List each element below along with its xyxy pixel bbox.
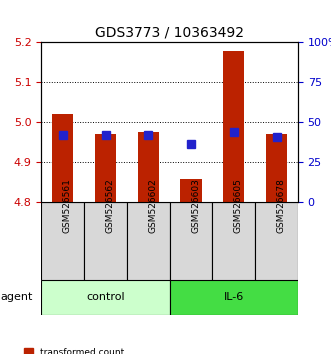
FancyBboxPatch shape — [213, 202, 255, 280]
FancyBboxPatch shape — [169, 202, 213, 280]
Text: GSM526678: GSM526678 — [276, 178, 286, 233]
Legend: transformed count, percentile rank within the sample: transformed count, percentile rank withi… — [20, 344, 197, 354]
FancyBboxPatch shape — [255, 202, 298, 280]
Bar — [223, 51, 245, 202]
Text: GSM526602: GSM526602 — [148, 178, 157, 233]
Text: GSM526605: GSM526605 — [234, 178, 243, 233]
Text: control: control — [86, 292, 125, 302]
Bar — [180, 179, 202, 202]
Text: GSM526603: GSM526603 — [191, 178, 200, 233]
Text: IL-6: IL-6 — [224, 292, 244, 302]
FancyBboxPatch shape — [41, 202, 84, 280]
Text: GSM526562: GSM526562 — [106, 178, 115, 233]
FancyBboxPatch shape — [84, 202, 127, 280]
Bar — [52, 114, 73, 202]
Bar — [95, 134, 116, 202]
FancyBboxPatch shape — [41, 280, 169, 315]
Text: GSM526561: GSM526561 — [63, 178, 72, 233]
Title: GDS3773 / 10363492: GDS3773 / 10363492 — [95, 26, 244, 40]
FancyBboxPatch shape — [127, 202, 169, 280]
Bar — [138, 132, 159, 202]
Bar — [266, 134, 287, 202]
FancyBboxPatch shape — [169, 280, 298, 315]
Text: agent: agent — [0, 292, 33, 302]
